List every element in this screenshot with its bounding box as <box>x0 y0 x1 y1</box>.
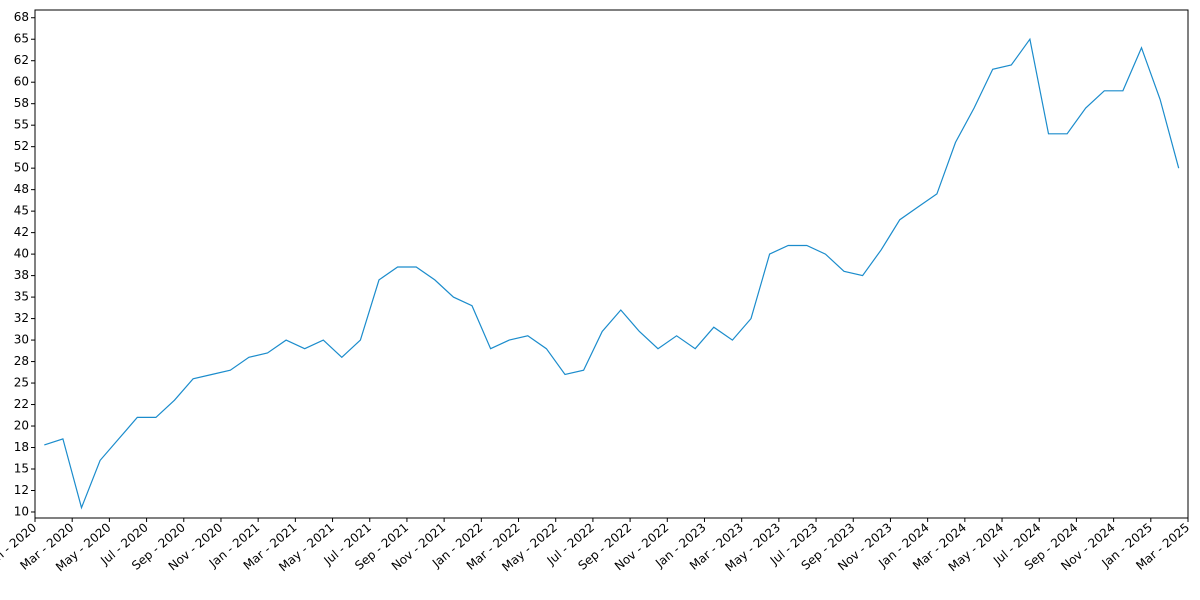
plot-frame <box>34 9 1189 519</box>
y-tick-label: 10 <box>14 504 29 518</box>
y-tick-label: 32 <box>14 311 29 325</box>
price-line <box>44 37 1180 510</box>
y-tick-label: 62 <box>14 53 29 67</box>
y-tick-label: 38 <box>14 268 29 282</box>
y-tick-label: 55 <box>14 118 29 132</box>
y-tick-label: 35 <box>14 290 29 304</box>
y-tick-label: 18 <box>14 440 29 454</box>
y-tick-label: 45 <box>14 204 29 218</box>
y-tick-label: 65 <box>14 32 29 46</box>
y-tick-label: 52 <box>14 139 29 153</box>
y-tick-label: 25 <box>14 376 29 390</box>
y-tick-label: 50 <box>14 161 29 175</box>
y-tick-label: 28 <box>14 354 29 368</box>
y-tick-label: 12 <box>14 483 29 497</box>
y-tick-label: 15 <box>14 462 29 476</box>
y-tick-label: 20 <box>14 419 29 433</box>
y-tick-label: 40 <box>14 247 29 261</box>
y-tick-label: 68 <box>14 10 29 24</box>
y-tick-label: 42 <box>14 225 29 239</box>
y-tick-label: 30 <box>14 333 29 347</box>
y-tick-label: 22 <box>14 397 29 411</box>
y-tick-label: 48 <box>14 182 29 196</box>
y-tick-label: 58 <box>14 96 29 110</box>
y-tick-label: 60 <box>14 75 29 89</box>
